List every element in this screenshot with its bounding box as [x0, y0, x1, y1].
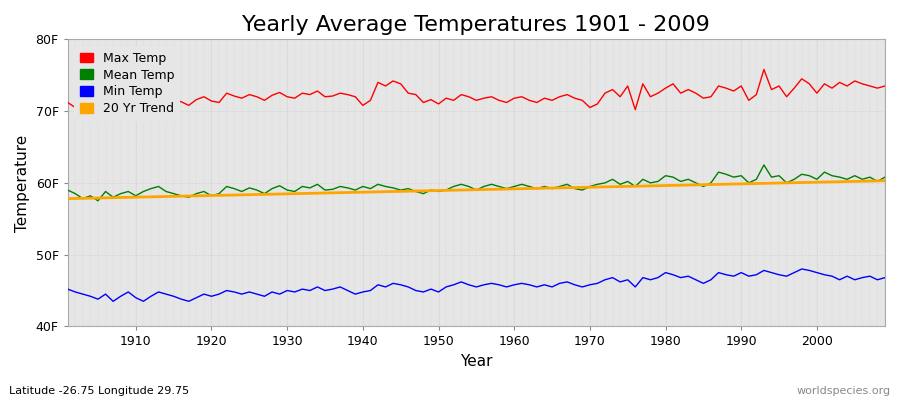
Text: Latitude -26.75 Longitude 29.75: Latitude -26.75 Longitude 29.75 [9, 386, 189, 396]
Legend: Max Temp, Mean Temp, Min Temp, 20 Yr Trend: Max Temp, Mean Temp, Min Temp, 20 Yr Tre… [74, 46, 181, 121]
Title: Yearly Average Temperatures 1901 - 2009: Yearly Average Temperatures 1901 - 2009 [242, 15, 710, 35]
X-axis label: Year: Year [460, 354, 492, 369]
Y-axis label: Temperature: Temperature [15, 134, 30, 232]
Text: worldspecies.org: worldspecies.org [796, 386, 891, 396]
